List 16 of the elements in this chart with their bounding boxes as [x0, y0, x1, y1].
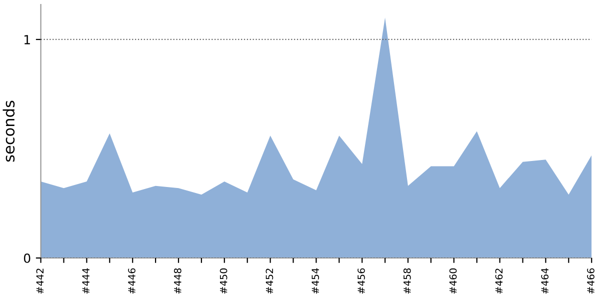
x-tick-label: #464 — [541, 268, 549, 294]
x-tick-label: #454 — [312, 268, 320, 294]
x-tick-label: #462 — [495, 268, 503, 294]
x-tick-label: #452 — [266, 268, 274, 294]
y-tick-label: 1 — [24, 35, 30, 44]
x-tick-label: #456 — [358, 268, 365, 294]
x-tick-label: #460 — [449, 268, 457, 294]
y-tick-label: 0 — [24, 253, 30, 263]
x-tick-label: #446 — [128, 268, 136, 294]
x-tick-label: #458 — [403, 268, 411, 294]
x-tick-label: #442 — [36, 268, 44, 294]
x-tick-label: #450 — [220, 268, 228, 294]
x-tick-label: #466 — [587, 268, 594, 294]
y-axis-title: seconds — [2, 100, 15, 162]
x-tick-label: #448 — [174, 268, 182, 294]
x-tick-label: #444 — [82, 268, 90, 294]
